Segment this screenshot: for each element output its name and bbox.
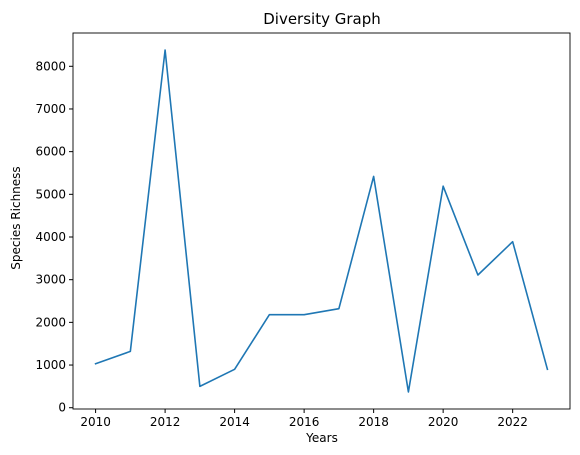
x-tick-label: 2012 xyxy=(150,415,181,429)
plot-frame xyxy=(72,32,571,410)
plot-area: 2010 2012 2014 2016 2018 2020 2022 0 1000 2000 300… xyxy=(35,32,571,429)
x-tick-label: 2018 xyxy=(358,415,389,429)
x-tick-label: 2014 xyxy=(219,415,250,429)
series-line xyxy=(94,49,549,393)
y-tick-label: 5000 xyxy=(35,187,66,201)
x-tick-label: 2020 xyxy=(428,415,459,429)
x-axis-title: Years xyxy=(305,431,338,445)
y-tick-label: 8000 xyxy=(35,59,66,73)
y-tick-label: 0 xyxy=(58,401,66,415)
y-tick-label: 2000 xyxy=(35,315,66,329)
chart-title: Diversity Graph xyxy=(263,10,381,28)
y-tick-label: 3000 xyxy=(35,273,66,287)
y-tick-label: 7000 xyxy=(35,102,66,116)
x-tick-label: 2016 xyxy=(289,415,320,429)
x-tick-label: 2022 xyxy=(497,415,528,429)
x-tick-label: 2010 xyxy=(80,415,111,429)
y-tick-label: 6000 xyxy=(35,145,66,159)
y-tick-label: 1000 xyxy=(35,358,66,372)
y-tick-label: 4000 xyxy=(35,230,66,244)
y-axis-title: Species Richness xyxy=(9,166,23,269)
